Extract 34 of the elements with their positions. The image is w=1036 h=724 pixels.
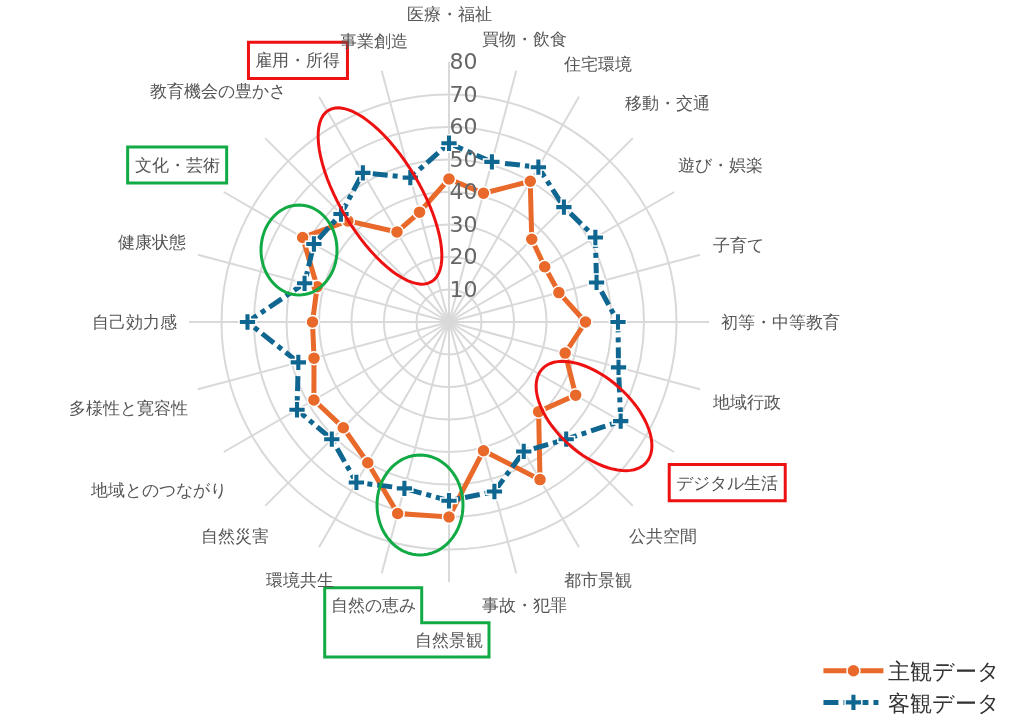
- y-tick-label: 60: [449, 114, 478, 140]
- spoke-label: 環境共生: [266, 570, 334, 590]
- spoke-label: 子育て: [713, 235, 764, 255]
- spoke-label: 医療・福祉: [407, 4, 492, 24]
- spoke-label: 遊び・娯楽: [678, 155, 763, 175]
- y-tick-label: 80: [449, 49, 478, 75]
- spoke-label: 初等・中等教育: [721, 312, 840, 332]
- spoke-label: 自然災害: [201, 526, 269, 546]
- y-tick-label: 10: [449, 276, 478, 302]
- y-tick-label: 30: [449, 211, 478, 237]
- legend-label: 客観データ: [888, 690, 1001, 716]
- spoke-label: 多様性と寛容性: [69, 398, 188, 418]
- spoke-label: 移動・交通: [625, 93, 710, 113]
- spoke-label: 健康状態: [118, 232, 186, 252]
- spoke-label: 公共空間: [629, 526, 697, 546]
- spoke-label: 自己効力感: [92, 312, 177, 332]
- y-tick-label: 70: [449, 81, 478, 107]
- spoke-label: 地域行政: [712, 392, 781, 412]
- spoke-label: 都市景観: [564, 570, 632, 590]
- spoke-label: デジタル生活: [676, 473, 778, 493]
- y-tick-label: 20: [449, 244, 478, 270]
- y-tick-label: 40: [449, 179, 478, 205]
- spoke-label: 自然の恵み: [331, 595, 416, 615]
- spoke-label: 雇用・所得: [255, 50, 340, 70]
- spoke-label: 買物・飲食: [482, 29, 567, 49]
- spoke-label: 事業創造: [340, 31, 408, 51]
- spoke-label: 事故・犯罪: [482, 595, 567, 615]
- spoke-label: 文化・芸術: [135, 155, 220, 175]
- spoke-label: 地域とのつながり: [90, 480, 227, 500]
- spoke-label: 教育機会の豊かさ: [150, 81, 286, 101]
- spoke-label: 住宅環境: [563, 54, 632, 74]
- y-tick-label: 50: [449, 146, 478, 172]
- spoke-label: 自然景観: [415, 630, 483, 650]
- legend-label: 主観データ: [888, 659, 1001, 685]
